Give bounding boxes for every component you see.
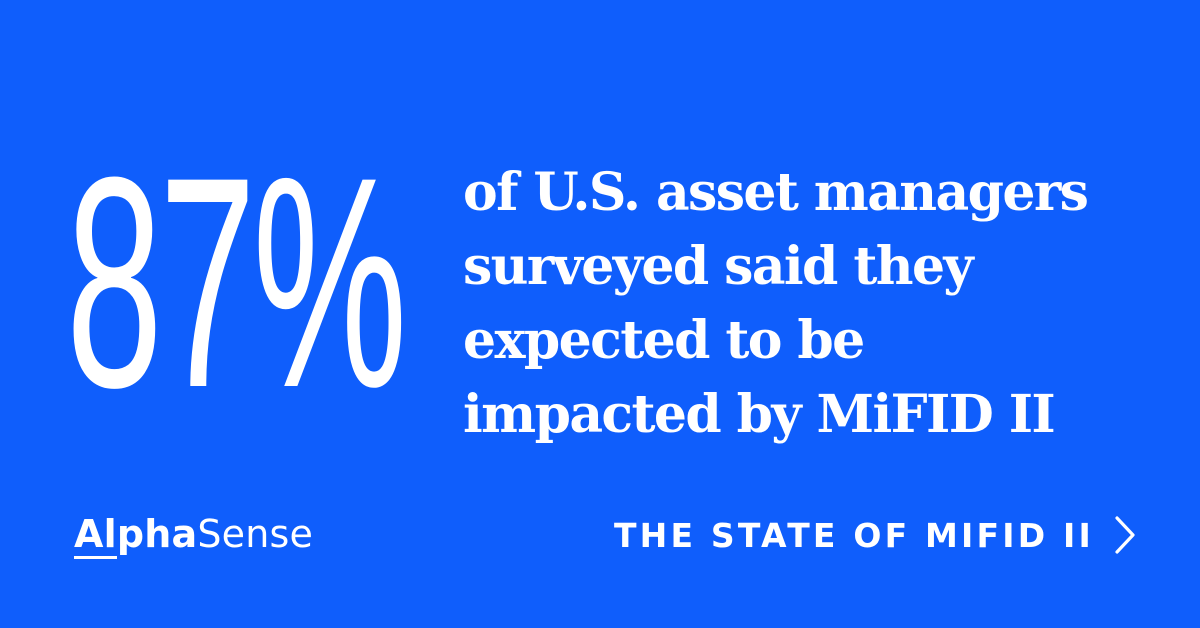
stat-description: of U.S. asset managers surveyed said the… (463, 156, 1163, 452)
state-of-mifid-link[interactable]: THE STATE OF MIFID II (614, 510, 1136, 560)
logo-part-sense: Sense (197, 512, 314, 556)
chevron-right-icon (1115, 516, 1135, 554)
logo-part-pha: pha (116, 512, 198, 556)
stat-description-line: surveyed said they (463, 236, 974, 297)
stat-description-line: of U.S. asset managers (463, 162, 1089, 223)
stat-description-line: expected to be (463, 310, 865, 371)
logo-part-al: Al (74, 512, 117, 559)
stat-percentage: 87% (66, 114, 407, 450)
cta-label: THE STATE OF MIFID II (613, 515, 1094, 555)
alphasense-logo: AlphaSense (74, 508, 313, 560)
stat-description-line: impacted by MiFID II (463, 384, 1056, 445)
